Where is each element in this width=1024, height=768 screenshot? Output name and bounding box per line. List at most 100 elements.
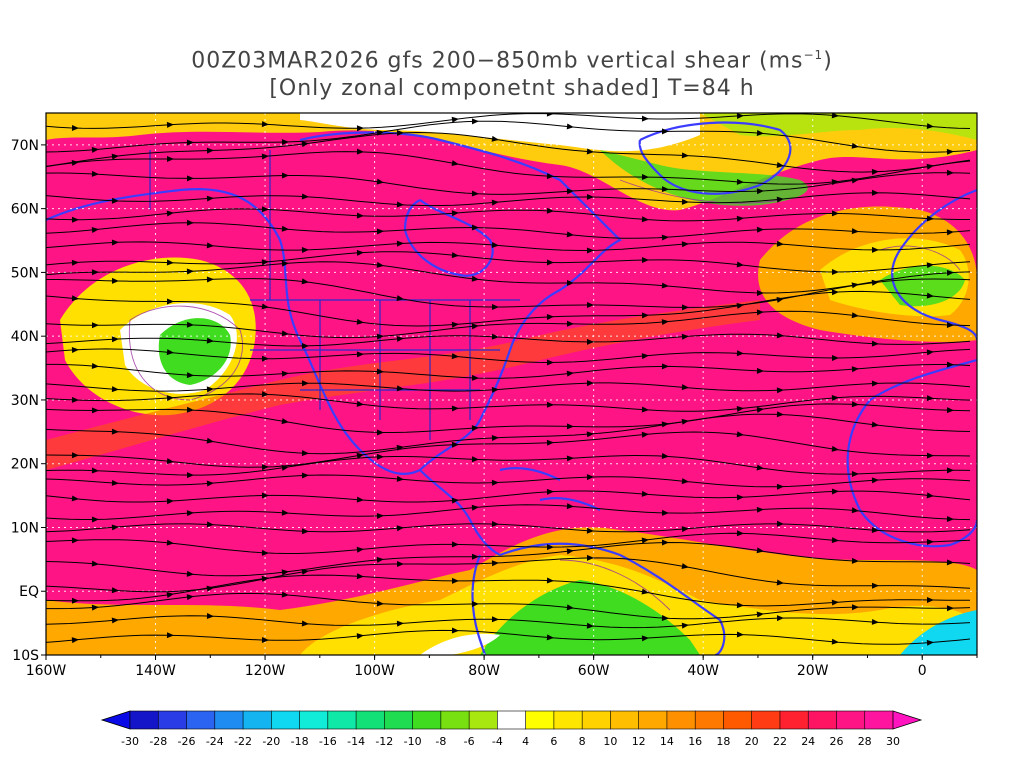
streamline-arrow bbox=[301, 528, 309, 535]
green-greenland bbox=[700, 113, 977, 140]
streamline-arrow bbox=[851, 312, 859, 319]
streamline-arrow bbox=[71, 597, 79, 604]
streamline bbox=[46, 615, 971, 629]
streamline-arrow bbox=[566, 123, 574, 130]
streamline-arrow bbox=[206, 585, 214, 592]
streamline-arrow bbox=[546, 439, 554, 446]
streamline-arrow bbox=[91, 146, 99, 153]
streamline-arrow bbox=[871, 279, 879, 286]
streamline-arrow bbox=[111, 617, 119, 624]
streamline-arrow bbox=[301, 247, 309, 254]
streamline-arrow bbox=[356, 148, 364, 155]
streamline-arrow bbox=[586, 148, 594, 155]
streamline bbox=[46, 363, 971, 379]
streamline-arrow bbox=[186, 321, 194, 328]
streamline-arrow bbox=[851, 604, 859, 611]
colorbar-label: 6 bbox=[550, 735, 557, 748]
y-tick-label: 50N bbox=[11, 265, 39, 281]
streamline-arrow bbox=[376, 228, 384, 235]
streamline bbox=[46, 151, 971, 185]
x-tick-label: 160W bbox=[26, 663, 67, 679]
streamline-arrow bbox=[261, 303, 269, 310]
streamline bbox=[46, 403, 971, 433]
contours bbox=[128, 179, 961, 611]
streamline-arrow bbox=[111, 277, 119, 284]
y-tick-label: 70N bbox=[11, 138, 39, 154]
streamline-arrow bbox=[546, 401, 554, 408]
streamline-arrow bbox=[871, 477, 879, 484]
streamline-arrow bbox=[396, 240, 404, 247]
streamline-arrow bbox=[661, 234, 669, 241]
streamline-arrow bbox=[491, 434, 499, 441]
streamline-arrow bbox=[871, 189, 879, 196]
streamline-arrow bbox=[166, 121, 174, 128]
streamline-arrow bbox=[91, 604, 99, 611]
streamline-arrow bbox=[566, 320, 574, 327]
pacific-green bbox=[158, 318, 231, 385]
streamline-arrow bbox=[261, 637, 269, 644]
streamline-arrow bbox=[301, 278, 309, 285]
streamline-arrow bbox=[451, 160, 459, 167]
streamline-arrow bbox=[471, 118, 479, 125]
streamline-arrow bbox=[736, 215, 744, 222]
zero-shear-north bbox=[300, 113, 700, 152]
streamline-arrow bbox=[206, 386, 214, 393]
y-tick-label: 30N bbox=[11, 393, 39, 409]
streamline-arrow bbox=[661, 453, 669, 460]
colorbar-label: 20 bbox=[745, 735, 759, 748]
streamline-arrow bbox=[851, 228, 859, 235]
streamline-arrow bbox=[261, 121, 269, 128]
x-tick-label: 60W bbox=[578, 663, 610, 679]
streamline-arrow bbox=[776, 615, 784, 622]
streamline-arrow bbox=[661, 186, 669, 193]
streamline-arrow bbox=[776, 387, 784, 394]
streamline-arrow bbox=[831, 488, 839, 495]
streamline-arrow bbox=[91, 407, 99, 414]
streamline-arrow bbox=[756, 289, 764, 296]
streamline-arrow bbox=[641, 174, 649, 181]
streamline-arrow bbox=[451, 441, 459, 448]
colorbar-label: -6 bbox=[464, 735, 475, 748]
streamline-arrow bbox=[471, 190, 479, 197]
streamline-arrow bbox=[776, 240, 784, 247]
streamline-arrow bbox=[851, 401, 859, 408]
streamline-arrow bbox=[546, 173, 554, 180]
streamline-arrow bbox=[641, 406, 649, 413]
streamline-arrow bbox=[566, 455, 574, 462]
streamline bbox=[46, 431, 971, 468]
streamline-arrow bbox=[641, 490, 649, 497]
streamline-arrow bbox=[471, 600, 479, 607]
title-line-1: 00Z03MAR2026 gfs 200−850mb vertical shea… bbox=[191, 48, 833, 74]
streamline-arrow bbox=[111, 239, 119, 246]
streamline-arrow bbox=[451, 405, 459, 412]
colorbar-swatch bbox=[807, 710, 838, 730]
streamline-arrow bbox=[281, 330, 289, 337]
streamline-arrow bbox=[356, 400, 364, 407]
streamline bbox=[46, 251, 971, 273]
streamline-arrow bbox=[661, 282, 669, 289]
streamline-arrow bbox=[301, 193, 309, 200]
streamline-arrow bbox=[566, 604, 574, 611]
streamline-arrow bbox=[586, 527, 594, 534]
streamline-arrow bbox=[111, 587, 119, 594]
streamline-arrow bbox=[736, 494, 744, 501]
streamline-arrow bbox=[736, 113, 744, 120]
colorbar-swatch bbox=[327, 710, 357, 730]
streamline-arrow bbox=[261, 575, 269, 582]
streamline-arrow bbox=[586, 431, 594, 438]
streamline-arrow bbox=[586, 247, 594, 254]
streamline-arrow bbox=[756, 226, 764, 233]
colorbar-swatch bbox=[779, 710, 809, 730]
streamline-arrow bbox=[376, 556, 384, 563]
streamline-arrow bbox=[206, 337, 214, 344]
streamline-arrow bbox=[491, 199, 499, 206]
streamline-arrow bbox=[871, 527, 879, 534]
streamline-arrow bbox=[756, 464, 764, 471]
streamline-arrow bbox=[491, 616, 499, 623]
streamline-arrow bbox=[546, 207, 554, 214]
streamline-arrow bbox=[396, 335, 404, 342]
streamline-arrow bbox=[471, 323, 479, 330]
streamline bbox=[46, 474, 971, 488]
streamline-arrow bbox=[736, 530, 744, 537]
colorbar-label: -14 bbox=[347, 735, 365, 748]
